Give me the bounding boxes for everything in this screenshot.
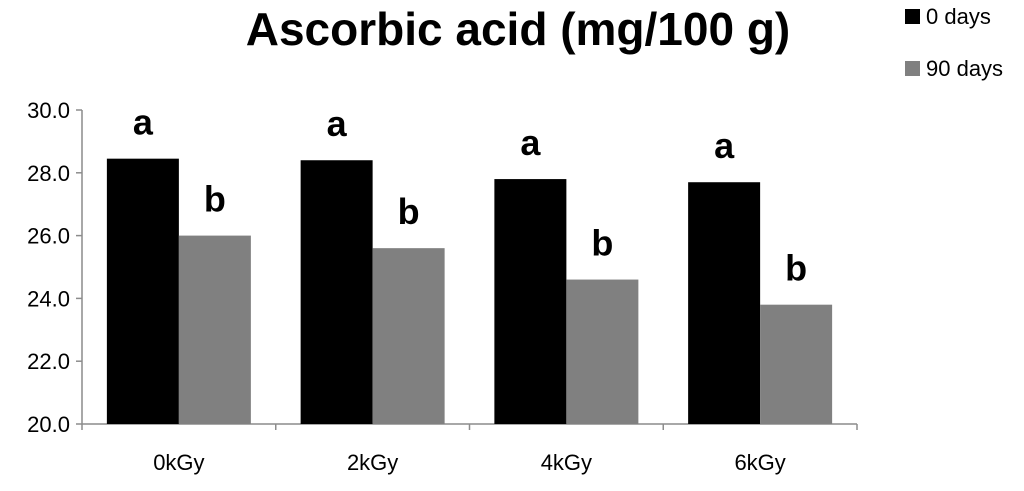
bar	[178, 235, 251, 424]
bar	[760, 304, 833, 424]
y-tick-label: 20.0	[27, 412, 70, 437]
y-tick-label: 24.0	[27, 286, 70, 311]
bar	[106, 158, 179, 425]
legend-swatch	[905, 61, 920, 76]
chart-title: Ascorbic acid (mg/100 g)	[246, 3, 791, 55]
significance-label: a	[714, 125, 735, 166]
significance-label: a	[520, 122, 541, 163]
x-tick-label: 6kGy	[734, 450, 785, 475]
significance-label: b	[398, 191, 420, 232]
bar	[494, 179, 567, 424]
legend-swatch	[905, 9, 920, 24]
legend: 0 days 90 days	[905, 4, 1003, 81]
y-tick-label: 26.0	[27, 224, 70, 249]
bar	[688, 182, 761, 424]
x-tick-label: 4kGy	[541, 450, 592, 475]
significance-label: b	[785, 248, 807, 289]
bars	[106, 158, 833, 425]
significance-label: b	[591, 223, 613, 264]
significance-label: a	[327, 103, 348, 144]
significance-label: a	[133, 102, 154, 143]
bar	[372, 248, 445, 424]
legend-label: 90 days	[926, 56, 1003, 81]
y-tick-label: 30.0	[27, 98, 70, 123]
legend-label: 0 days	[926, 4, 991, 29]
x-tick-label: 2kGy	[347, 450, 398, 475]
y-tick-label: 22.0	[27, 349, 70, 374]
axes: 20.0 22.0 24.0 26.0 28.0 30.0 0kGy 2kGy 4kGy 6kGy	[27, 98, 858, 475]
bar	[566, 279, 639, 424]
y-tick-label: 28.0	[27, 161, 70, 186]
significance-labels: a a a a b b b b	[133, 102, 807, 289]
x-tick-label: 0kGy	[153, 450, 204, 475]
bar	[300, 160, 373, 425]
significance-label: b	[204, 179, 226, 220]
